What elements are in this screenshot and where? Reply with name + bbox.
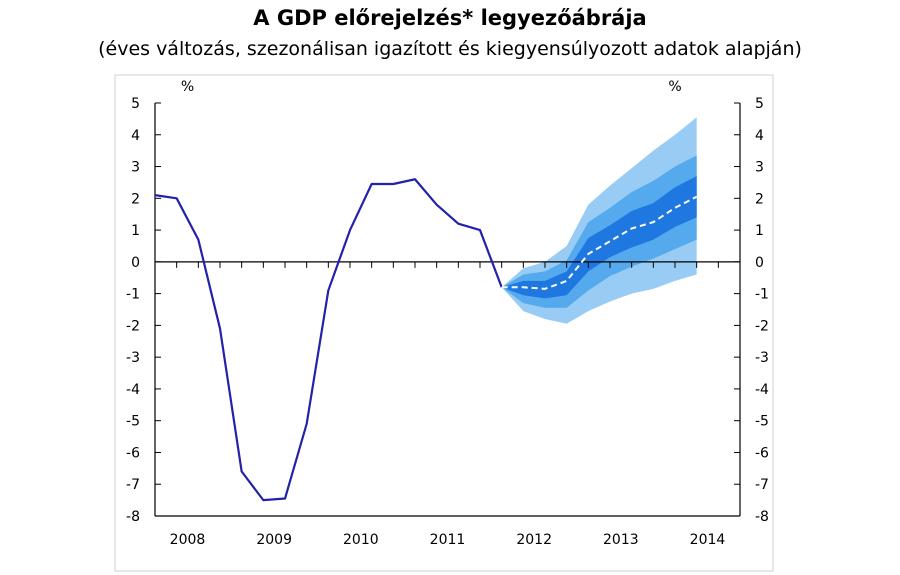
y-tick-label-right: -5 (755, 414, 769, 430)
y-tick-label-left: 3 (131, 160, 140, 176)
y-unit-left: % (181, 79, 194, 95)
y-tick-label-left: 1 (131, 223, 140, 239)
fan-bands (501, 117, 697, 324)
y-tick-label-right: -3 (755, 350, 769, 366)
y-tick-label-right: 1 (755, 223, 764, 239)
x-tick-label: 2013 (603, 532, 639, 548)
x-tick-label: 2011 (430, 532, 466, 548)
y-tick-label-left: 5 (131, 96, 140, 112)
y-tick-label-right: -2 (755, 318, 769, 334)
y-tick-label-right: 5 (755, 96, 764, 112)
y-tick-label-left: -7 (126, 477, 140, 493)
gdp-line (154, 178, 503, 502)
y-tick-label-right: -6 (755, 445, 769, 461)
axes (154, 102, 741, 517)
y-tick-label-left: 2 (131, 191, 140, 207)
chart-frame (114, 74, 774, 572)
forecast-median-line (501, 195, 698, 290)
fan-band-30pct (501, 176, 697, 299)
y-tick-label-right: -8 (755, 509, 769, 525)
y-tick-label-left: -6 (126, 445, 140, 461)
y-tick-label-left: 4 (131, 128, 140, 144)
x-tick-label: 2009 (256, 532, 292, 548)
y-tick-label-right: -1 (755, 287, 769, 303)
y-tick-label-right: 3 (755, 160, 764, 176)
y-tick-label-right: -4 (755, 382, 769, 398)
y-tick-label-left: -8 (126, 509, 140, 525)
chart-subtitle: (éves változás, szezonálisan igazított é… (98, 38, 802, 60)
y-tick-label-left: 0 (131, 255, 140, 271)
x-tick-label: 2014 (690, 532, 726, 548)
y-tick-label-right: -7 (755, 477, 769, 493)
x-tick-label: 2008 (170, 532, 206, 548)
y-unit-right: % (668, 79, 681, 95)
y-tick-label-left: -3 (126, 350, 140, 366)
x-tick-label: 2012 (516, 532, 552, 548)
y-tick-label-right: 2 (755, 191, 764, 207)
y-tick-label-left: -2 (126, 318, 140, 334)
y-tick-label-right: 0 (755, 255, 764, 271)
x-tick-label: 2010 (343, 532, 379, 548)
chart-title: A GDP előrejelzés* legyezőábrája (253, 6, 647, 30)
y-tick-label-left: -4 (126, 382, 140, 398)
y-tick-label-right: 4 (755, 128, 764, 144)
y-tick-label-left: -5 (126, 414, 140, 430)
tick-labels: 5 5 4 4 3 3 2 2 1 1 0 0 -1 -1 -2 -2 -3 -3 -4 -4 -5 -5 -6 -6 -7 -7… (126, 79, 769, 548)
series-lines (154, 178, 698, 502)
y-tick-label-left: -1 (126, 287, 140, 303)
